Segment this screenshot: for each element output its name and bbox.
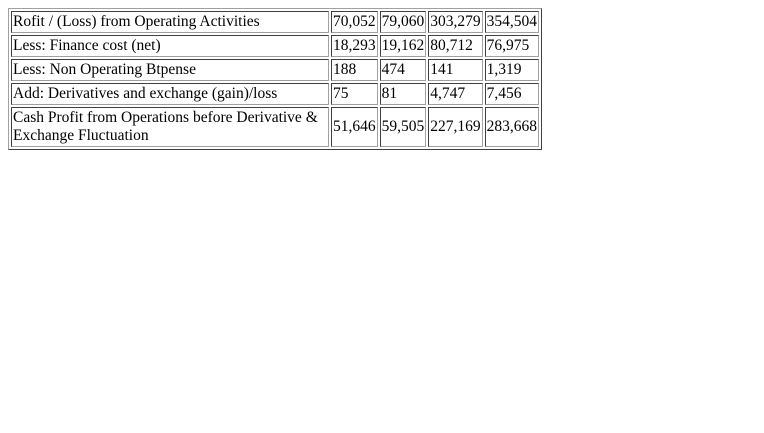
- row-label: Cash Profit from Operations before Deriv…: [11, 107, 329, 147]
- value-cell: 1,319: [484, 59, 539, 81]
- value-cell: 70,052: [331, 11, 378, 33]
- value-cell: 283,668: [484, 107, 539, 147]
- value-cell: 76,975: [484, 35, 539, 57]
- cash-profit-table: Rofit / (Loss) from Operating Activities…: [8, 8, 542, 150]
- value-cell: 141: [428, 59, 483, 81]
- table-row: Cash Profit from Operations before Deriv…: [11, 107, 539, 147]
- value-cell: 80,712: [428, 35, 483, 57]
- row-label: Rofit / (Loss) from Operating Activities: [11, 11, 329, 33]
- value-cell: 18,293: [331, 35, 378, 57]
- row-label: Add: Derivatives and exchange (gain)/los…: [11, 83, 329, 105]
- value-cell: 474: [379, 59, 427, 81]
- value-cell: 79,060: [379, 11, 427, 33]
- table-row: Add: Derivatives and exchange (gain)/los…: [11, 83, 539, 105]
- row-label: Less: Non Operating Btpense: [11, 59, 329, 81]
- value-cell: 4,747: [428, 83, 483, 105]
- value-cell: 51,646: [331, 107, 378, 147]
- value-cell: 81: [379, 83, 427, 105]
- table-row: Less: Non Operating Btpense 188 474 141 …: [11, 59, 539, 81]
- value-cell: 303,279: [428, 11, 483, 33]
- table-row: Rofit / (Loss) from Operating Activities…: [11, 11, 539, 33]
- table-row: Less: Finance cost (net) 18,293 19,162 8…: [11, 35, 539, 57]
- financial-table-container: Rofit / (Loss) from Operating Activities…: [8, 8, 542, 150]
- value-cell: 19,162: [379, 35, 427, 57]
- value-cell: 227,169: [428, 107, 483, 147]
- value-cell: 188: [331, 59, 378, 81]
- value-cell: 75: [331, 83, 378, 105]
- value-cell: 7,456: [484, 83, 539, 105]
- row-label: Less: Finance cost (net): [11, 35, 329, 57]
- value-cell: 354,504: [484, 11, 539, 33]
- value-cell: 59,505: [379, 107, 427, 147]
